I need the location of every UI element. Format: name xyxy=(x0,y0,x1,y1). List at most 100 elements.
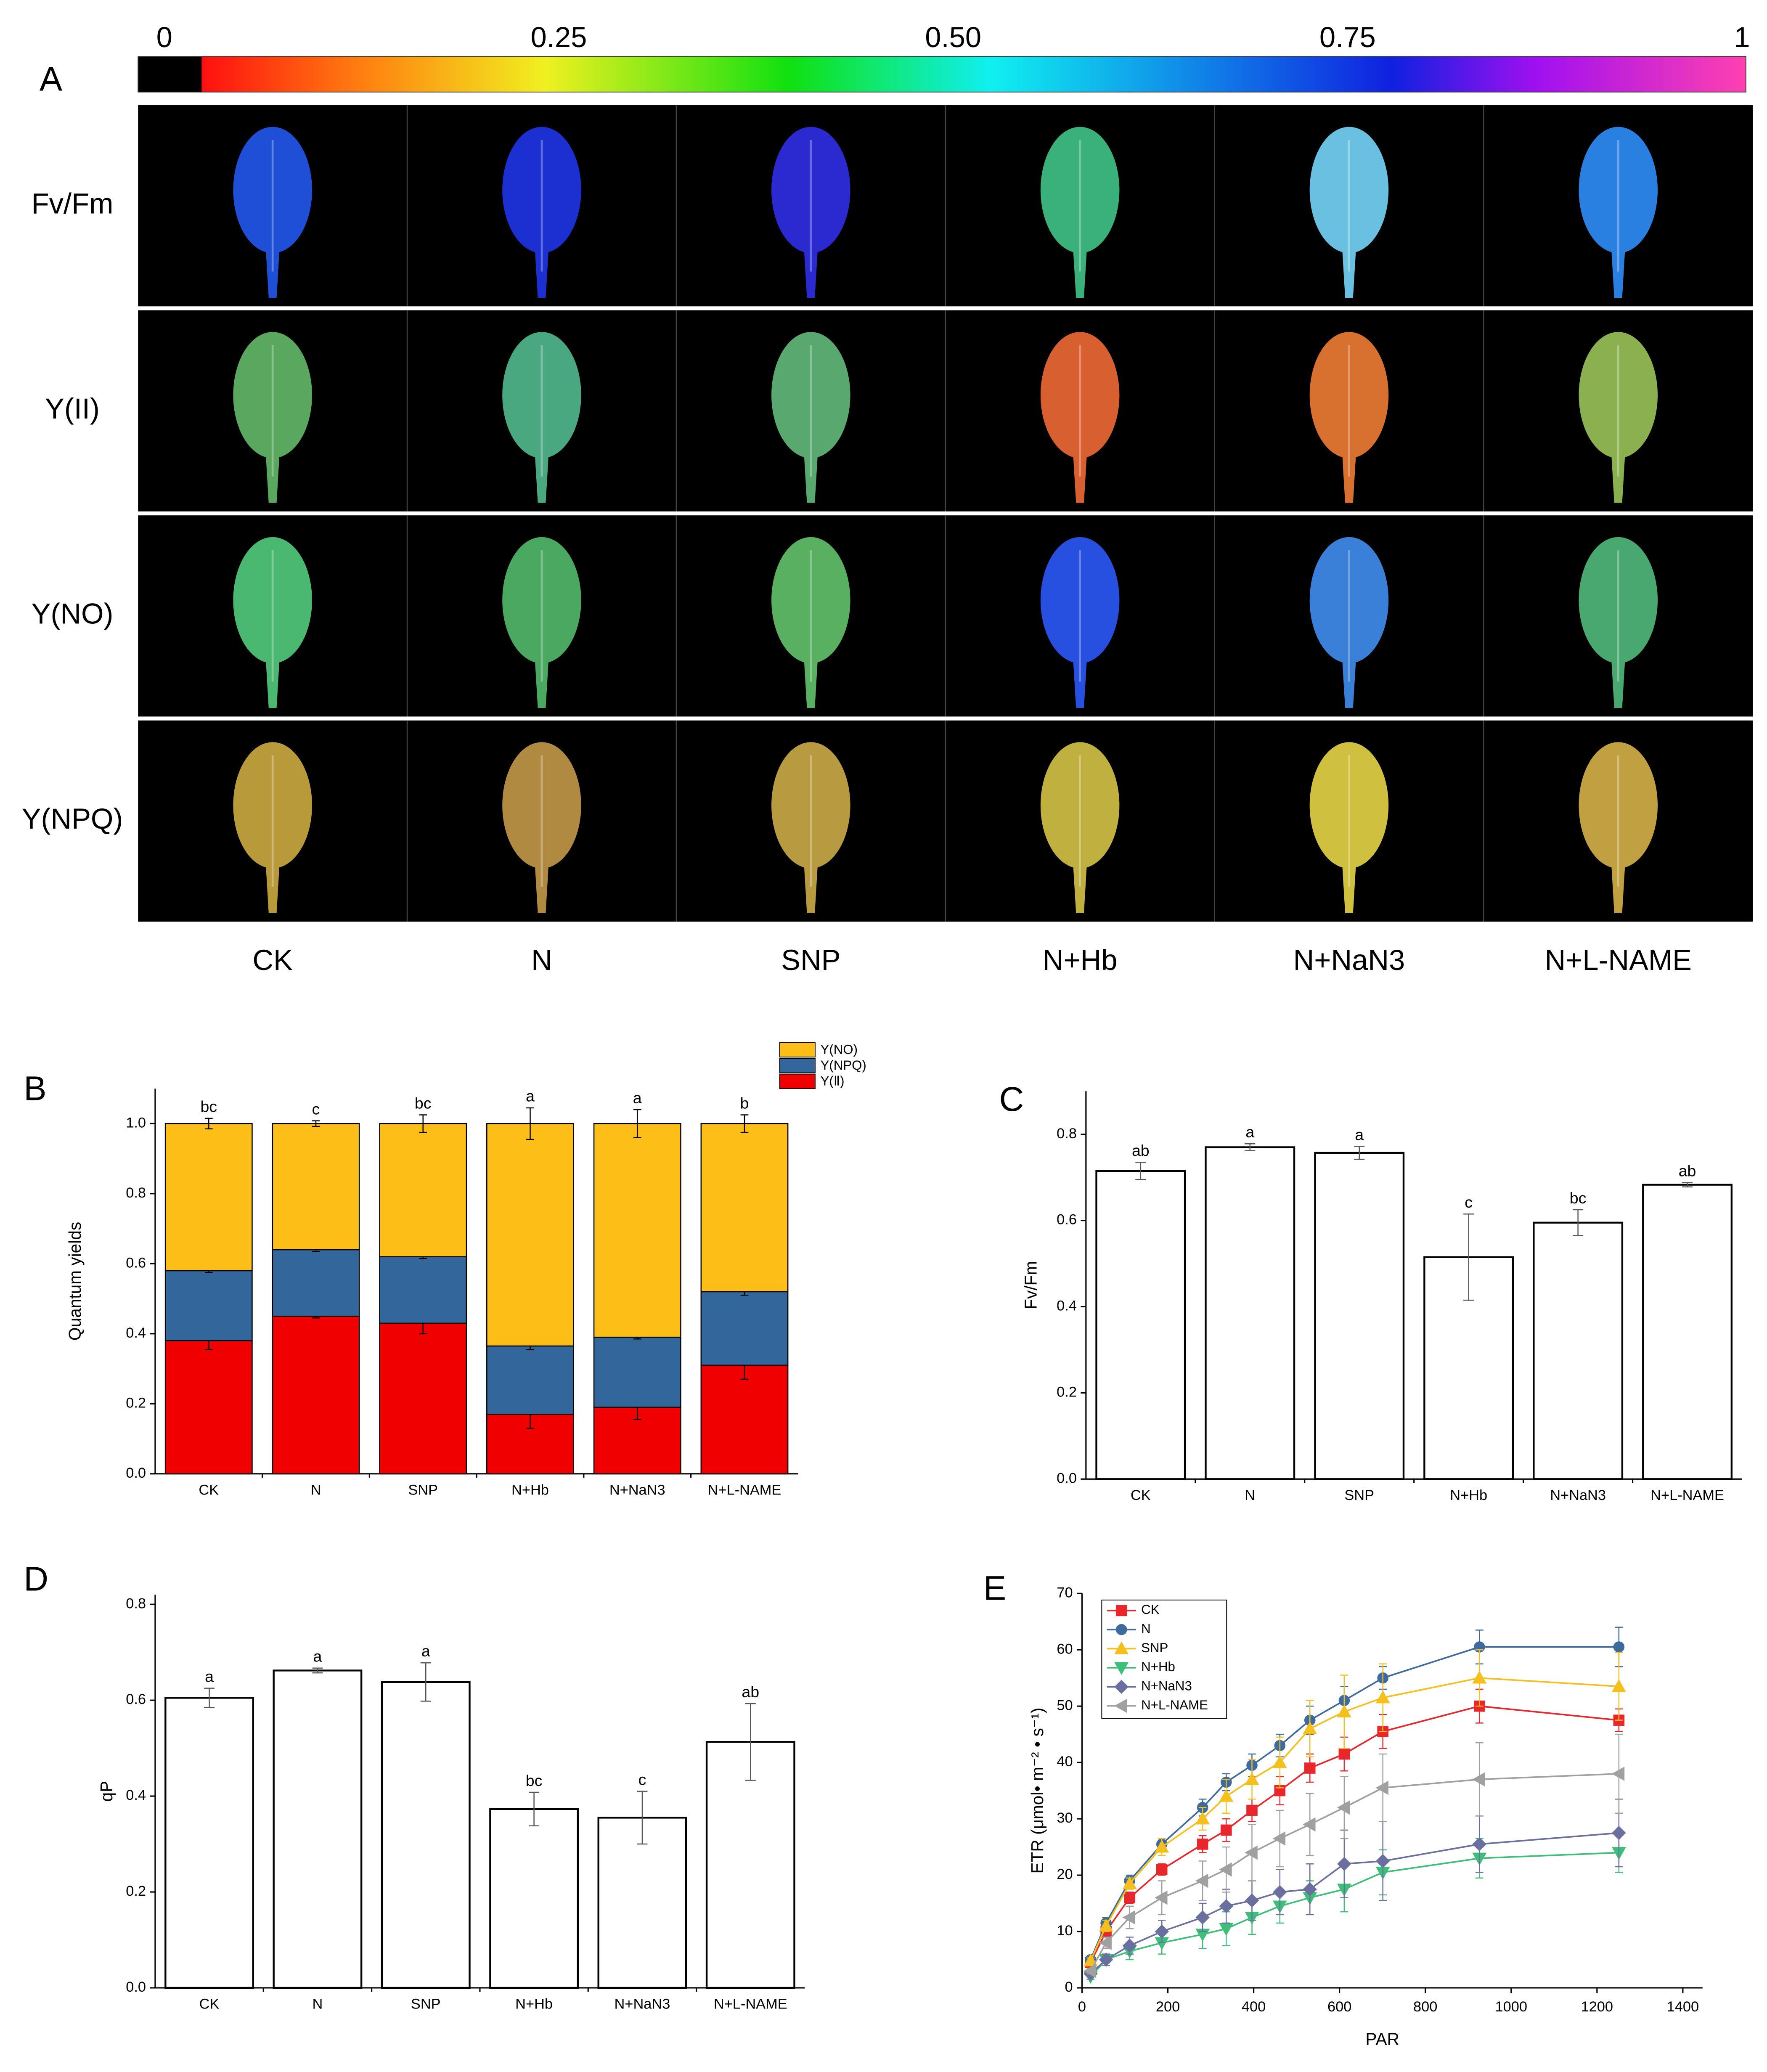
bar-segment xyxy=(379,1256,467,1324)
bar-segment xyxy=(593,1123,681,1338)
significance-label: ab xyxy=(1679,1162,1696,1179)
leaf xyxy=(502,127,581,253)
colorbar xyxy=(138,56,1746,93)
x-tick-label: 1000 xyxy=(1495,1999,1527,2015)
marker xyxy=(1155,1839,1169,1853)
y-tick-label: 0.6 xyxy=(126,1255,146,1271)
x-tick-label: SNP xyxy=(411,1996,441,2012)
leaf xyxy=(233,537,312,663)
leaf xyxy=(233,332,312,458)
marker xyxy=(1115,1605,1127,1616)
y-axis-label: ETR (μmol• m⁻² • s⁻¹) xyxy=(1028,1708,1047,1874)
legend-label: N+NaN3 xyxy=(1141,1678,1192,1693)
row-label: Y(NPQ) xyxy=(22,803,123,835)
x-tick-label: N+Hb xyxy=(1450,1487,1487,1503)
significance-label: bc xyxy=(415,1094,432,1112)
marker xyxy=(1304,1762,1316,1774)
y-tick-label: 0 xyxy=(1065,1979,1073,1995)
leaf xyxy=(771,537,850,663)
x-tick-label: N+L-NAME xyxy=(1650,1487,1724,1503)
significance-label: a xyxy=(633,1089,642,1107)
significance-label: c xyxy=(1465,1193,1473,1211)
y-axis-label: Quantum yields xyxy=(65,1222,85,1341)
y-tick-label: 0.0 xyxy=(1057,1470,1077,1486)
y-tick-label: 30 xyxy=(1057,1810,1073,1826)
leaf xyxy=(1579,537,1658,663)
x-tick-label: 400 xyxy=(1242,1999,1266,2015)
legend-swatch xyxy=(779,1042,816,1057)
panel-label: A xyxy=(40,60,63,98)
leaf xyxy=(233,742,312,869)
y-tick-label: 40 xyxy=(1057,1754,1073,1770)
marker xyxy=(1099,1918,1113,1932)
significance-label: a xyxy=(526,1087,535,1105)
marker xyxy=(1114,1680,1129,1694)
colorbar-tick-label: 1 xyxy=(1734,21,1750,53)
marker xyxy=(1337,1800,1350,1815)
bar-segment xyxy=(272,1249,360,1317)
marker xyxy=(1375,1854,1390,1868)
leaf xyxy=(502,537,581,663)
x-tick-label: N+NaN3 xyxy=(1550,1487,1606,1503)
legend-label: Y(NO) xyxy=(820,1042,858,1057)
marker xyxy=(1197,1839,1208,1850)
marker xyxy=(1122,1938,1137,1953)
y-tick-label: 60 xyxy=(1057,1641,1073,1657)
bar xyxy=(1642,1184,1733,1480)
colorbar-tick-label: 0 xyxy=(156,21,172,53)
marker xyxy=(1472,1772,1485,1787)
leaf xyxy=(502,332,581,458)
legend-swatch xyxy=(779,1073,816,1089)
legend-box xyxy=(1101,1599,1227,1719)
marker xyxy=(1338,1748,1350,1760)
bar-segment xyxy=(700,1123,789,1293)
marker xyxy=(1272,1755,1287,1768)
bar-segment xyxy=(164,1123,253,1272)
x-tick-label: N xyxy=(313,1996,323,2012)
y-tick-label: 0.2 xyxy=(126,1395,146,1411)
y-axis-label: qP xyxy=(97,1781,116,1802)
significance-label: a xyxy=(313,1648,322,1665)
series-line xyxy=(1090,1677,1619,1961)
y-tick-label: 0.4 xyxy=(1057,1298,1077,1314)
bar-segment xyxy=(379,1123,467,1257)
x-axis-label: PAR xyxy=(1365,2030,1399,2049)
marker xyxy=(1124,1892,1136,1903)
bar xyxy=(489,1808,579,1989)
leaf xyxy=(1040,742,1120,869)
leaf xyxy=(1579,127,1658,253)
bar xyxy=(164,1697,254,1989)
marker xyxy=(1083,1963,1097,1978)
x-tick-label: N xyxy=(311,1482,321,1498)
series-line xyxy=(1090,1832,1619,1974)
bar-segment xyxy=(272,1123,360,1251)
marker xyxy=(1303,1721,1317,1735)
leaf xyxy=(1040,537,1120,663)
x-tick-label: N+NaN3 xyxy=(615,1996,670,2012)
panel-label: B xyxy=(24,1070,46,1108)
marker xyxy=(1083,1953,1098,1966)
significance-label: a xyxy=(421,1642,430,1660)
series-line xyxy=(1090,1705,1619,1963)
bar-segment xyxy=(593,1336,681,1408)
marker xyxy=(1114,1641,1129,1654)
x-tick-label: N+L-NAME xyxy=(714,1996,787,2012)
bar xyxy=(1205,1146,1295,1480)
bar-segment xyxy=(164,1270,253,1341)
x-tick-label: N+L-NAME xyxy=(708,1482,782,1498)
leaf xyxy=(1579,332,1658,458)
leaf xyxy=(1309,537,1389,663)
significance-label: bc xyxy=(200,1098,217,1115)
x-tick-label: 0 xyxy=(1078,1999,1086,2015)
marker xyxy=(1099,1935,1112,1950)
legend-label: Y(NPQ) xyxy=(820,1058,866,1073)
column-label: N+L-NAME xyxy=(1544,944,1692,976)
bar xyxy=(705,1741,795,1989)
significance-label: ab xyxy=(1132,1142,1150,1159)
leaf xyxy=(771,332,850,458)
column-label: N+NaN3 xyxy=(1293,944,1405,976)
colorbar-tick-label: 0.50 xyxy=(925,21,981,53)
bar-segment xyxy=(700,1365,789,1475)
